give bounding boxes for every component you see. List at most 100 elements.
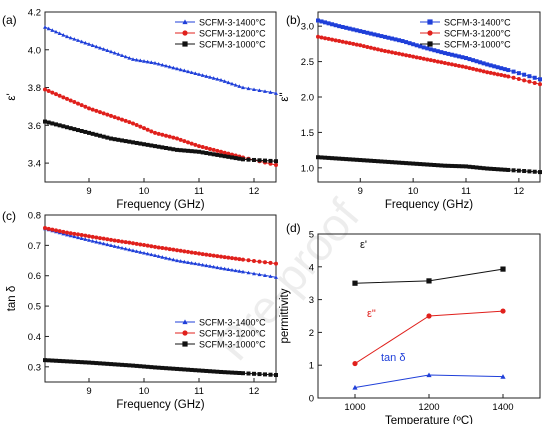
data-point (418, 44, 423, 49)
data-point (241, 371, 245, 376)
data-point (87, 106, 91, 111)
data-point (538, 82, 542, 87)
data-point (326, 21, 331, 26)
y-axis-title: ε' (6, 93, 18, 100)
data-point (268, 90, 273, 94)
data-point (432, 48, 437, 53)
data-point (237, 269, 242, 273)
data-point (337, 39, 342, 44)
data-point (156, 61, 161, 66)
y-tick-label: 3.4 (28, 159, 41, 170)
y-axis-title: permittivity (279, 288, 291, 343)
data-point (131, 140, 135, 145)
data-point (393, 51, 398, 56)
y-tick-label: 0.8 (28, 211, 41, 222)
data-point (226, 255, 231, 260)
data-point (516, 77, 521, 82)
data-point (222, 150, 227, 155)
data-point (83, 233, 88, 238)
data-point (268, 274, 273, 278)
data-point (316, 34, 320, 39)
series-label: ε" (367, 308, 376, 320)
data-point (372, 158, 377, 163)
data-point (211, 152, 216, 157)
data-point (127, 363, 132, 368)
series-1 (43, 226, 278, 279)
data-point (340, 156, 345, 161)
legend-marker (182, 319, 188, 325)
data-point (131, 121, 135, 126)
x-axis-title: Frequency (GHz) (385, 199, 473, 211)
data-point (439, 50, 444, 55)
data-point (134, 363, 139, 368)
data-point (109, 237, 113, 242)
data-point (98, 236, 102, 241)
data-point (351, 41, 356, 46)
data-point (123, 363, 128, 368)
data-point (230, 81, 234, 86)
data-point (500, 266, 506, 272)
series-label: tan δ (381, 352, 405, 364)
data-point (200, 262, 205, 267)
data-point (527, 79, 532, 84)
data-point (193, 149, 198, 154)
data-point (142, 59, 146, 63)
data-point (72, 234, 77, 239)
data-point (237, 84, 242, 88)
data-point (375, 33, 380, 38)
data-point (57, 229, 62, 234)
data-point (425, 46, 430, 51)
y-tick-label: 0.4 (28, 332, 41, 343)
data-point (358, 43, 363, 48)
data-point (414, 43, 419, 48)
data-point (105, 242, 110, 247)
data-point (68, 126, 73, 131)
data-point (407, 41, 412, 46)
x-tick-label: 9 (86, 386, 91, 397)
data-point (446, 61, 451, 66)
data-point (527, 74, 532, 79)
data-point (222, 266, 227, 271)
data-point (79, 233, 84, 238)
data-point (43, 358, 47, 363)
data-point (120, 53, 124, 58)
data-point (230, 155, 234, 160)
data-point (456, 164, 461, 169)
data-point (98, 45, 102, 50)
data-point (204, 263, 209, 268)
data-point (171, 257, 176, 262)
data-point (467, 66, 472, 71)
data-point (478, 68, 483, 73)
data-point (149, 129, 154, 134)
data-point (435, 49, 440, 54)
x-tick-label: 9 (86, 186, 91, 197)
data-point (449, 163, 454, 168)
data-point (200, 252, 205, 257)
data-point (386, 49, 391, 54)
data-point (252, 271, 256, 276)
data-point (120, 245, 124, 250)
data-point (72, 100, 77, 105)
data-point (502, 167, 507, 172)
data-point (171, 65, 176, 70)
data-point (426, 372, 432, 378)
data-point (499, 167, 504, 172)
data-point (330, 37, 335, 42)
data-point (120, 239, 124, 244)
data-point (208, 146, 212, 151)
data-point (178, 248, 183, 253)
data-point (428, 47, 433, 52)
data-point (127, 55, 132, 60)
x-tick-label: 12 (249, 186, 260, 197)
data-point (138, 250, 143, 254)
data-point (471, 58, 476, 63)
data-point (98, 240, 102, 245)
data-point (175, 136, 179, 141)
data-point (50, 28, 55, 32)
data-point (182, 139, 187, 144)
data-point (354, 28, 359, 33)
data-point (127, 240, 132, 245)
data-point (502, 73, 507, 78)
data-point (57, 358, 62, 363)
